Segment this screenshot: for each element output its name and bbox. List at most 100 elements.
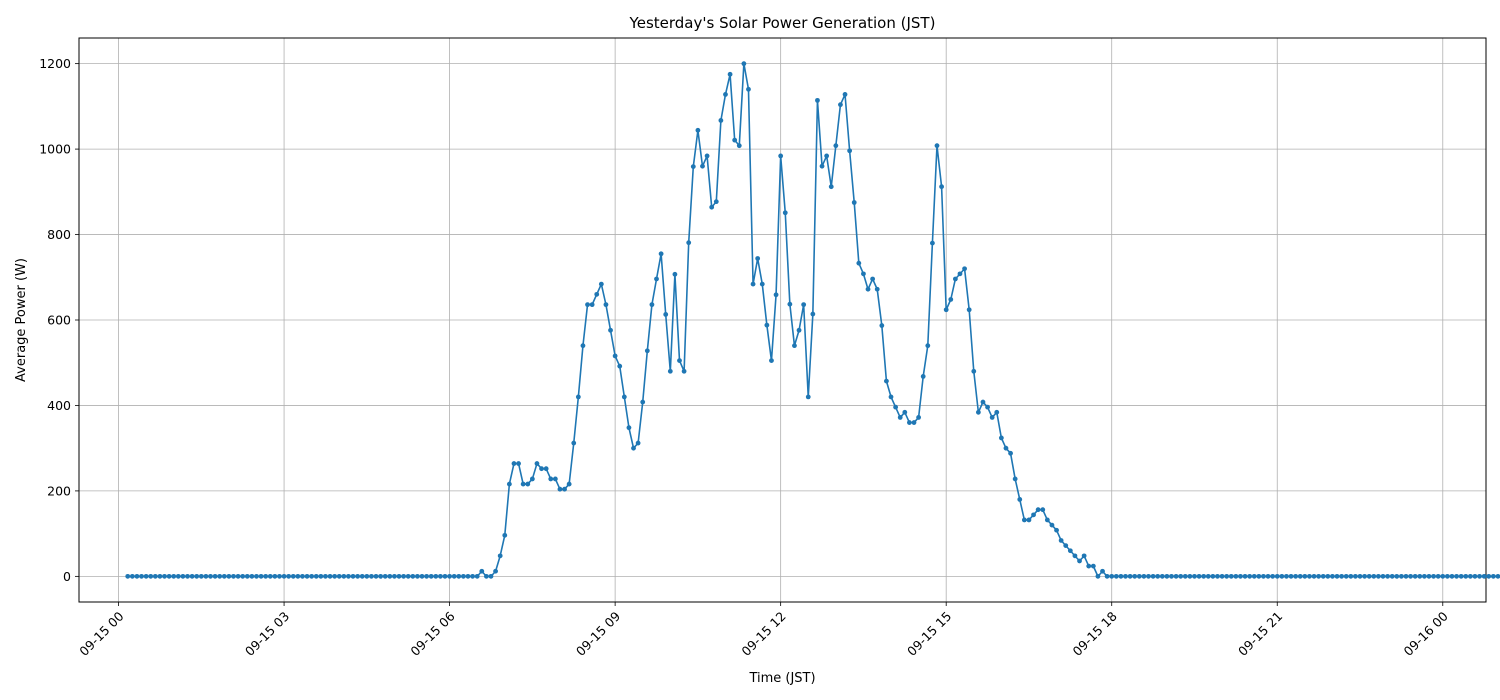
- data-point: [631, 445, 636, 451]
- data-point: [640, 399, 646, 405]
- data-point: [635, 440, 641, 446]
- data-point: [654, 276, 659, 282]
- data-point: [856, 260, 862, 266]
- data-point: [792, 343, 797, 349]
- data-point: [442, 573, 448, 579]
- data-point: [746, 86, 751, 92]
- data-point: [801, 302, 807, 308]
- data-point: [1242, 573, 1248, 579]
- data-point: [1394, 573, 1400, 579]
- data-point: [548, 476, 554, 482]
- data-point: [1132, 573, 1138, 579]
- data-point: [1251, 573, 1257, 579]
- data-point: [732, 137, 738, 143]
- data-point: [350, 573, 356, 579]
- data-point: [529, 476, 535, 482]
- data-point: [736, 143, 742, 149]
- data-point: [920, 374, 926, 379]
- data-point: [575, 394, 581, 400]
- data-point: [658, 251, 664, 257]
- data-point: [396, 573, 402, 579]
- data-point: [598, 281, 604, 287]
- data-point: [166, 573, 172, 579]
- data-point: [1113, 573, 1119, 579]
- data-point: [704, 153, 710, 159]
- data-point: [824, 153, 830, 159]
- data-point: [1081, 553, 1087, 559]
- data-point: [994, 409, 1000, 415]
- data-point: [1357, 573, 1363, 579]
- x-axis-label: Time (JST): [748, 671, 815, 686]
- data-point: [925, 343, 931, 349]
- data-point: [888, 394, 894, 400]
- data-point: [667, 368, 673, 374]
- data-point: [1169, 573, 1174, 579]
- data-point: [1054, 527, 1059, 533]
- data-point: [327, 573, 333, 579]
- data-point: [1481, 573, 1487, 579]
- data-point: [543, 466, 549, 472]
- data-point: [787, 301, 793, 307]
- data-point: [617, 363, 623, 369]
- data-point: [1233, 573, 1239, 579]
- data-point: [392, 573, 397, 579]
- data-point: [911, 420, 917, 425]
- data-point: [290, 573, 296, 579]
- data-point: [152, 573, 158, 579]
- data-point: [313, 573, 319, 579]
- data-point: [1159, 573, 1165, 579]
- data-point: [566, 481, 572, 487]
- data-point: [663, 312, 669, 317]
- data-point: [1205, 573, 1211, 579]
- data-point: [759, 281, 765, 287]
- data-point: [1077, 558, 1082, 564]
- data-point: [1008, 450, 1013, 456]
- data-point: [539, 466, 544, 472]
- data-point: [1431, 573, 1436, 579]
- data-point: [695, 127, 701, 133]
- data-point: [267, 573, 273, 579]
- data-point: [318, 573, 324, 579]
- data-point: [341, 573, 347, 579]
- data-point: [1173, 573, 1179, 579]
- data-point: [304, 573, 310, 579]
- data-point: [769, 358, 774, 363]
- data-point: [428, 573, 434, 579]
- data-point: [1389, 573, 1395, 579]
- data-point: [185, 573, 190, 579]
- data-point: [755, 256, 761, 261]
- data-point: [382, 573, 388, 579]
- data-point: [741, 61, 747, 67]
- data-point: [1408, 573, 1413, 579]
- data-point: [447, 573, 452, 579]
- data-point: [773, 292, 779, 298]
- data-point: [879, 323, 885, 328]
- data-point: [1284, 573, 1289, 579]
- data-point: [171, 573, 177, 579]
- data-point: [764, 322, 770, 328]
- data-point: [989, 415, 995, 420]
- data-point: [189, 573, 195, 579]
- y-tick-label: 400: [47, 398, 71, 413]
- data-point: [1412, 573, 1418, 579]
- data-point: [1100, 568, 1105, 574]
- x-tick-label: 09-16 00: [1401, 608, 1451, 658]
- data-point: [470, 573, 475, 579]
- data-point: [1302, 573, 1308, 579]
- data-point: [295, 573, 301, 579]
- data-point: [272, 573, 278, 579]
- data-point: [520, 481, 526, 487]
- data-point: [1123, 573, 1128, 579]
- data-point: [1293, 573, 1299, 579]
- data-point: [828, 184, 834, 190]
- data-point: [815, 97, 820, 103]
- data-point: [401, 573, 407, 579]
- data-point: [139, 573, 144, 579]
- data-point: [1026, 517, 1032, 523]
- data-point: [534, 461, 540, 466]
- data-point: [1035, 507, 1041, 513]
- data-point: [1297, 573, 1303, 579]
- data-point: [1426, 573, 1432, 579]
- data-point: [336, 573, 342, 579]
- data-point: [483, 573, 489, 579]
